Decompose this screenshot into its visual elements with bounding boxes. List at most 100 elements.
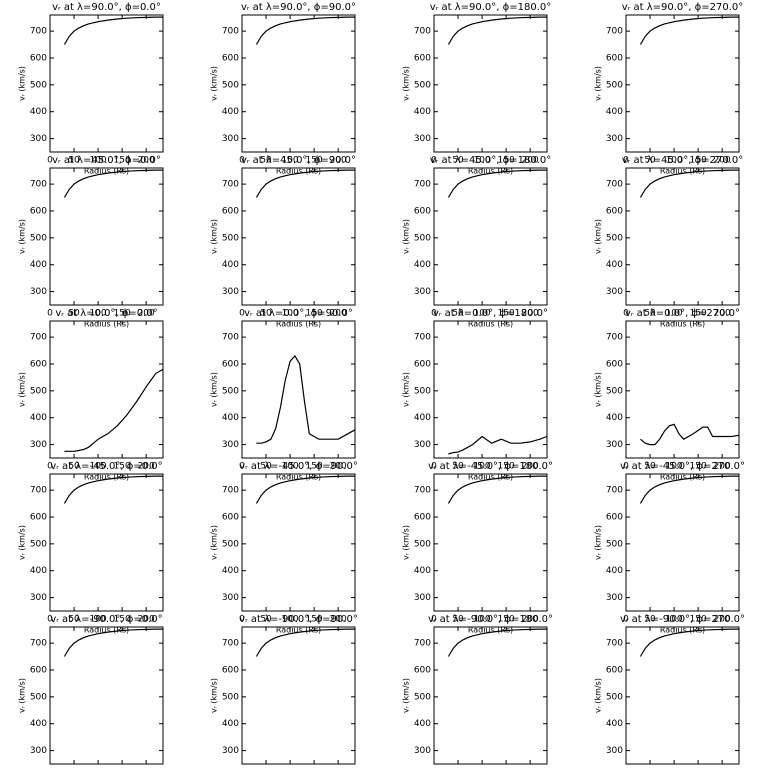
- x-axis-label: Radius (Rs): [468, 626, 513, 635]
- plot-frame: [241, 14, 356, 153]
- x-tick-label: 150: [498, 156, 515, 166]
- data-line: [640, 423, 740, 446]
- y-tick-label: 400: [222, 413, 239, 423]
- x-tick-label: 0: [623, 462, 629, 472]
- x-tick-label: 150: [306, 615, 323, 625]
- y-tick-label: 300: [222, 746, 239, 756]
- y-tick-label: 300: [606, 746, 623, 756]
- y-tick-label: 600: [222, 512, 239, 522]
- x-tick-label: 100: [473, 462, 490, 472]
- y-tick-label: 700: [414, 639, 431, 649]
- y-tick-label: 500: [30, 692, 47, 702]
- chart-title: vᵣ at λ=90.0°, ϕ=270.0°: [622, 2, 743, 13]
- y-tick-label: 300: [30, 440, 47, 450]
- chart-title: vᵣ at λ=-45.0°, ϕ=270.0°: [620, 461, 745, 472]
- data-line: [63, 16, 163, 45]
- y-tick-label: 600: [30, 512, 47, 522]
- y-tick-label: 600: [30, 359, 47, 369]
- x-axis-label: Radius (Rs): [84, 473, 129, 482]
- chart-title: vᵣ at λ=-45.0°, ϕ=180.0°: [428, 461, 553, 472]
- x-tick-label: 100: [473, 615, 490, 625]
- y-tick-label: 300: [414, 593, 431, 603]
- y-tick-label: 300: [414, 134, 431, 144]
- y-tick-label: 300: [606, 593, 623, 603]
- x-tick-label: 150: [498, 309, 515, 319]
- y-tick-label: 500: [414, 539, 431, 549]
- y-tick-label: 400: [414, 260, 431, 270]
- chart-title: vᵣ at λ=-45.0°, ϕ=0.0°: [50, 461, 162, 472]
- y-tick-label: 300: [222, 287, 239, 297]
- y-axis-label: vᵣ (km/s): [594, 525, 603, 560]
- x-tick-label: 100: [473, 309, 490, 319]
- y-tick-label: 500: [414, 692, 431, 702]
- y-tick-label: 300: [30, 746, 47, 756]
- y-tick-label: 500: [606, 386, 623, 396]
- plot-frame: [49, 14, 164, 153]
- x-tick-label: 50: [260, 615, 272, 625]
- x-tick-label: 200: [330, 615, 347, 625]
- x-tick-label: 200: [138, 309, 155, 319]
- data-line: [64, 368, 164, 452]
- y-tick-label: 400: [222, 719, 239, 729]
- y-tick-label: 500: [606, 233, 623, 243]
- chart-title: vᵣ at λ=-90.0°, ϕ=180.0°: [428, 614, 553, 625]
- x-axis-label: Radius (Rs): [276, 626, 321, 635]
- chart-title: vᵣ at λ=45.0°, ϕ=180.0°: [430, 155, 551, 166]
- x-tick-label: 100: [281, 156, 298, 166]
- chart-title: vᵣ at λ=0.0°, ϕ=270.0°: [625, 308, 740, 319]
- y-tick-label: 700: [30, 639, 47, 649]
- x-tick-label: 100: [665, 462, 682, 472]
- y-tick-label: 700: [414, 333, 431, 343]
- x-tick-label: 100: [89, 156, 106, 166]
- y-tick-label: 500: [414, 80, 431, 90]
- plot-frame: [241, 473, 356, 612]
- y-tick-label: 600: [222, 206, 239, 216]
- data-line: [639, 628, 739, 657]
- x-tick-label: 200: [330, 309, 347, 319]
- y-tick-label: 400: [606, 413, 623, 423]
- plot-frame: [49, 167, 164, 306]
- chart-title: vᵣ at λ=90.0°, ϕ=180.0°: [430, 2, 551, 13]
- y-tick-label: 700: [606, 333, 623, 343]
- y-axis-label: vᵣ (km/s): [402, 372, 411, 407]
- chart-title: vᵣ at λ=90.0°, ϕ=90.0°: [241, 2, 356, 13]
- x-tick-label: 0: [239, 462, 245, 472]
- chart-title: vᵣ at λ=-45.0°, ϕ=90.0°: [239, 461, 358, 472]
- plot-frame: [241, 626, 356, 765]
- plot-frame: [625, 14, 740, 153]
- x-axis-label: Radius (Rs): [660, 473, 705, 482]
- y-axis-label: vᵣ (km/s): [18, 219, 27, 254]
- plot-frame: [433, 14, 548, 153]
- y-tick-label: 300: [414, 287, 431, 297]
- x-tick-label: 200: [138, 462, 155, 472]
- chart-title: vᵣ at λ=45.0°, ϕ=90.0°: [241, 155, 356, 166]
- x-tick-label: 50: [68, 615, 80, 625]
- data-line: [255, 169, 355, 198]
- x-tick-label: 50: [68, 309, 80, 319]
- x-axis-label: Radius (Rs): [276, 167, 321, 176]
- x-tick-label: 150: [498, 462, 515, 472]
- x-tick-label: 200: [714, 156, 731, 166]
- y-tick-label: 600: [414, 206, 431, 216]
- y-tick-label: 400: [414, 413, 431, 423]
- x-axis-label: Radius (Rs): [84, 626, 129, 635]
- x-tick-label: 0: [47, 615, 53, 625]
- y-tick-label: 400: [222, 107, 239, 117]
- y-tick-label: 700: [414, 27, 431, 37]
- y-tick-label: 400: [30, 719, 47, 729]
- x-tick-label: 100: [89, 309, 106, 319]
- y-tick-label: 300: [30, 287, 47, 297]
- chart-title: vᵣ at λ=90.0°, ϕ=0.0°: [52, 2, 161, 13]
- y-axis-label: vᵣ (km/s): [594, 372, 603, 407]
- plot-frame: [241, 320, 356, 459]
- x-tick-label: 150: [306, 309, 323, 319]
- x-tick-label: 200: [330, 156, 347, 166]
- x-tick-label: 100: [473, 156, 490, 166]
- y-tick-label: 300: [30, 134, 47, 144]
- y-tick-label: 700: [414, 486, 431, 496]
- y-tick-label: 600: [414, 512, 431, 522]
- y-tick-label: 300: [606, 440, 623, 450]
- x-tick-label: 150: [690, 615, 707, 625]
- plot-frame: [433, 167, 548, 306]
- data-line: [256, 354, 356, 444]
